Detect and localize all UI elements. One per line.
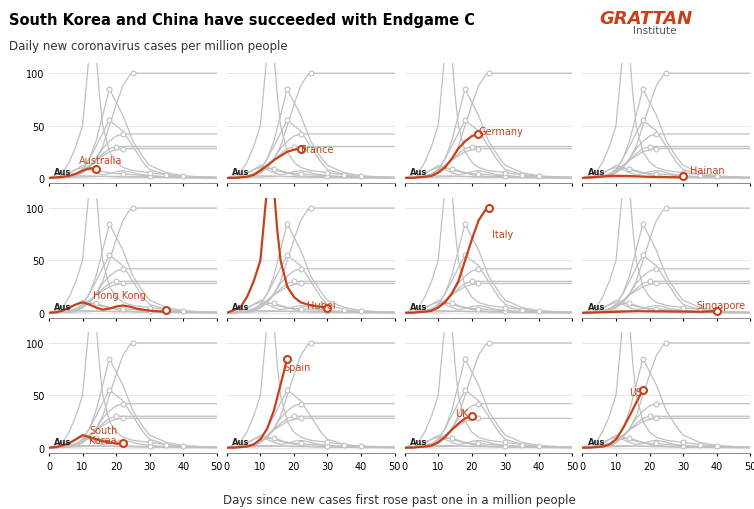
Text: Daily new coronavirus cases per million people: Daily new coronavirus cases per million … (9, 40, 288, 52)
Text: South
Korea: South Korea (89, 425, 118, 445)
Text: Germany: Germany (479, 126, 523, 136)
Text: Italy: Italy (492, 230, 513, 240)
Text: Singapore: Singapore (697, 301, 746, 310)
Text: Hubei: Hubei (308, 301, 336, 310)
Text: Aus: Aus (54, 167, 72, 177)
Text: Aus: Aus (587, 302, 605, 311)
Text: Aus: Aus (587, 167, 605, 177)
Text: UK: UK (455, 408, 468, 418)
Text: Hainan: Hainan (690, 166, 725, 176)
Text: Aus: Aus (232, 437, 250, 446)
Text: Aus: Aus (54, 302, 72, 311)
Text: Aus: Aus (409, 167, 427, 177)
Text: France: France (301, 145, 333, 155)
Text: Days since new cases first rose past one in a million people: Days since new cases first rose past one… (223, 494, 576, 506)
Text: Hong Kong: Hong Kong (93, 290, 146, 300)
Text: GRATTAN: GRATTAN (599, 10, 693, 28)
Text: Institute: Institute (633, 25, 677, 36)
Text: South Korea and China have succeeded with Endgame C: South Korea and China have succeeded wit… (9, 13, 475, 27)
Text: Aus: Aus (409, 437, 427, 446)
Text: Spain: Spain (284, 362, 311, 372)
Text: Australia: Australia (79, 156, 123, 165)
Text: Aus: Aus (54, 437, 72, 446)
Text: US: US (630, 387, 642, 397)
Text: Aus: Aus (232, 302, 250, 311)
Text: Aus: Aus (232, 167, 250, 177)
Text: Aus: Aus (587, 437, 605, 446)
Text: Aus: Aus (409, 302, 427, 311)
